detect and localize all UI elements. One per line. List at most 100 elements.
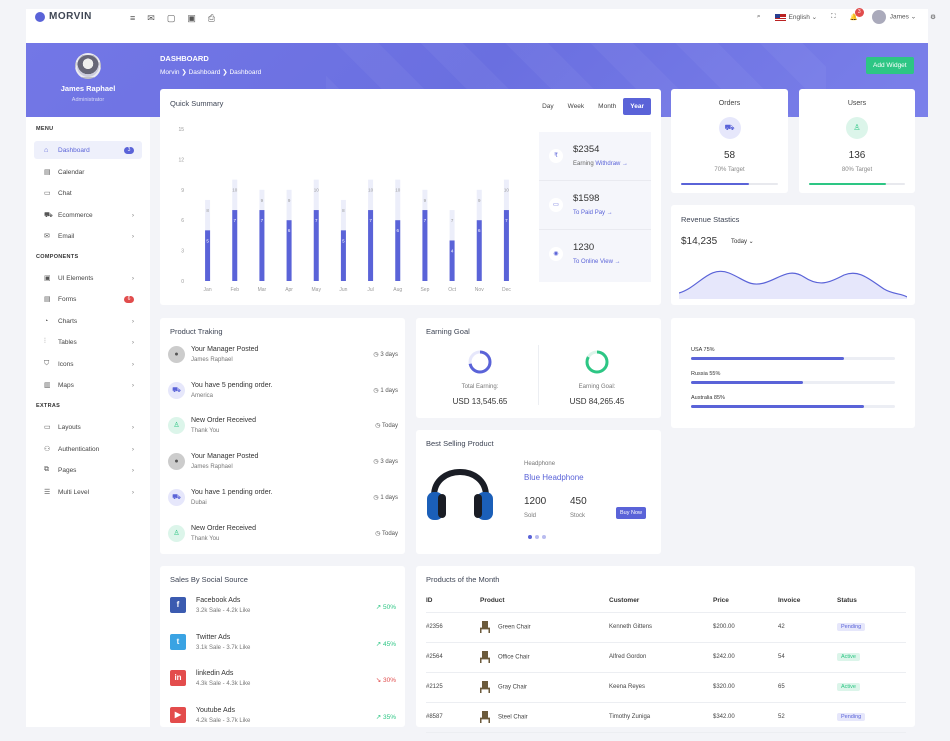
column-header[interactable]: Status bbox=[837, 590, 906, 613]
bar-value-label: 9 bbox=[478, 198, 481, 203]
headphone-image bbox=[427, 469, 493, 520]
users-card: Users ♙ 136 80% Target bbox=[799, 89, 915, 193]
social-item[interactable]: ▶ Youtube Ads 4.2k Sale - 3.7k Like ↗ 35% bbox=[170, 706, 396, 741]
calendar-icon[interactable]: ▣ bbox=[187, 13, 196, 23]
settings-icon[interactable]: ⚙ bbox=[930, 14, 936, 21]
print-icon[interactable]: ⎙ bbox=[207, 13, 216, 23]
bar-value-label: 7 bbox=[369, 218, 372, 223]
sidebar-item-chat[interactable]: ▭ Chat bbox=[44, 189, 72, 198]
table-row[interactable]: #2356 Green Chair Kenneth Gittens $200.00 42… bbox=[426, 612, 906, 643]
tracking-item[interactable]: ● Your Manager Posted James Raphael ◷ 3 day… bbox=[168, 453, 398, 489]
x-tick-label: Apr bbox=[285, 287, 293, 293]
calendar-icon: ▤ bbox=[44, 169, 51, 176]
table-row[interactable]: #2125 Gray Chair Keena Reyes $320.00 65 Activ… bbox=[426, 672, 906, 703]
menu-icon[interactable]: ≡ bbox=[130, 13, 136, 23]
breadcrumb-item[interactable]: Dashboard bbox=[188, 69, 221, 76]
card-icon: ▭ bbox=[549, 198, 563, 212]
social-item[interactable]: t Twitter Ads 3.1k Sale - 3.7k Like ↗ 45% bbox=[170, 633, 396, 668]
table-row[interactable]: #8587 Steel Chair Timothy Zuniga $342.00 52 P… bbox=[426, 702, 906, 733]
tracking-item[interactable]: ● Your Manager Posted James Raphael ◷ 3 day… bbox=[168, 346, 398, 382]
x-tick-label: Nov bbox=[475, 287, 484, 293]
chat-icon[interactable]: ▢ bbox=[166, 13, 176, 23]
view-link[interactable]: View bbox=[600, 259, 613, 265]
bar-value-label: 9 bbox=[288, 198, 291, 203]
table-row[interactable]: #2564 Office Chair Alfred Gordon $242.00 54 A… bbox=[426, 642, 906, 673]
tracking-item[interactable]: ⛟ You have 5 pending order. America ◷ 1 day… bbox=[168, 381, 398, 418]
period-dropdown[interactable]: Today ⌄ bbox=[731, 239, 754, 245]
chevron-right-icon: › bbox=[131, 466, 134, 474]
column-header[interactable]: Price bbox=[713, 590, 778, 613]
bell-icon[interactable]: 🔔 3 bbox=[850, 8, 864, 21]
brand-logo[interactable]: MORVIN bbox=[35, 11, 92, 22]
add-widget-button[interactable]: Add Widget bbox=[866, 57, 914, 74]
cell-price: $320.00 bbox=[713, 672, 778, 703]
column-header[interactable]: Invoice bbox=[778, 590, 837, 613]
chair-icon bbox=[480, 711, 490, 723]
page-title: DASHBOARD bbox=[160, 54, 209, 63]
sidebar-item-tables[interactable]: ⫶ Tables › bbox=[44, 338, 134, 346]
bar-value-label: 5 bbox=[342, 238, 345, 243]
tracking-subtitle: Dubai bbox=[191, 499, 207, 506]
search-icon[interactable]: ⌕ bbox=[756, 13, 761, 20]
social-item[interactable]: in linkedin Ads 4.3k Sale - 4.3k Like ↘ 30% bbox=[170, 670, 396, 704]
sidebar-item-ecommerce[interactable]: ⛟ Ecommerce › bbox=[44, 211, 134, 219]
sidebar-item-layouts[interactable]: ▭ Layouts › bbox=[44, 423, 134, 432]
x-tick-label: Oct bbox=[448, 287, 456, 293]
sidebar-item-icons[interactable]: ⛉ Icons › bbox=[44, 360, 134, 368]
status-badge: Pending bbox=[837, 623, 866, 631]
chevron-right-icon: › bbox=[131, 211, 134, 219]
tab-month[interactable]: Month bbox=[598, 103, 617, 110]
breadcrumb-item[interactable]: Morvin bbox=[160, 69, 180, 76]
carousel-dot[interactable] bbox=[535, 535, 539, 539]
users-progress bbox=[809, 183, 905, 185]
user-menu[interactable]: James ⌄ bbox=[871, 10, 916, 24]
section-extras: EXTRAS bbox=[36, 403, 61, 409]
sidebar-item-maps[interactable]: ▥ Maps › bbox=[44, 381, 134, 390]
tracking-item[interactable]: ⛟ You have 1 pending order. Dubai ◷ 1 days bbox=[168, 488, 398, 525]
sidebar-item-pages[interactable]: ⧉ Pages › bbox=[44, 466, 134, 474]
carousel-dot[interactable] bbox=[528, 535, 532, 539]
pay-link[interactable]: Pay bbox=[594, 210, 606, 216]
withdraw-link[interactable]: Withdraw bbox=[595, 161, 621, 167]
sidebar-item-dashboard[interactable]: ⌂ Dashboard 3 bbox=[34, 141, 142, 159]
sidebar-item-ui-elements[interactable]: ▣ UI Elements › bbox=[44, 274, 134, 283]
cell-status: Pending bbox=[837, 612, 906, 643]
bar bbox=[449, 240, 455, 281]
mail-icon[interactable]: ✉ bbox=[147, 13, 155, 23]
clock-icon: ◷ bbox=[373, 387, 381, 394]
sidebar-item-forms[interactable]: ▤ Forms 6 bbox=[34, 290, 142, 308]
fullscreen-icon[interactable]: ⛶ bbox=[831, 13, 836, 20]
tracking-item[interactable]: ♙ New Order Received Thank You ◷ Today bbox=[168, 417, 398, 453]
product-name-link[interactable]: Blue Headphone bbox=[524, 473, 584, 482]
column-header[interactable]: ID bbox=[426, 590, 480, 613]
sidebar-item-charts[interactable]: ◔ Charts › bbox=[44, 317, 134, 325]
card-title: Earning Goal bbox=[426, 327, 470, 336]
buy-now-button[interactable]: Buy Now bbox=[616, 507, 647, 519]
sidebar-item-authentication[interactable]: ⚇ Authentication › bbox=[44, 445, 134, 454]
arrow-up-icon: ↗ bbox=[375, 604, 383, 611]
x-tick-label: Feb bbox=[230, 287, 239, 293]
carousel-dot[interactable] bbox=[542, 535, 546, 539]
cell-invoice: 52 bbox=[778, 702, 837, 733]
tab-year[interactable]: Year bbox=[623, 98, 651, 115]
column-header[interactable]: Product bbox=[480, 590, 609, 613]
cell-product: Steel Chair bbox=[480, 702, 609, 733]
tab-week[interactable]: Week bbox=[567, 103, 585, 110]
toolbar-icons: ≡ ✉ ▢ ▣ ⎙ bbox=[130, 13, 215, 24]
stat-to-paid: ▭ $1598 To Paid Pay → bbox=[539, 181, 651, 230]
layout-icon: ▭ bbox=[44, 424, 51, 431]
column-header[interactable]: Customer bbox=[609, 590, 713, 613]
profile-avatar[interactable] bbox=[75, 53, 101, 79]
sidebar-item-multi-level[interactable]: ☰ Multi Level › bbox=[44, 488, 134, 497]
tab-day[interactable]: Day bbox=[542, 103, 554, 110]
tracking-item[interactable]: ♙ New Order Received Thank You ◷ Today bbox=[168, 524, 398, 561]
sidebar-item-calendar[interactable]: ▤ Calendar bbox=[44, 168, 85, 177]
sidebar-item-email[interactable]: ✉ Email › bbox=[44, 232, 134, 241]
x-tick-label: Aug bbox=[393, 287, 402, 293]
orders-card: Orders ⛟ 58 70% Target bbox=[671, 89, 788, 193]
avatar-icon: ● bbox=[168, 346, 185, 363]
earning-goal-value: USD 84,265.45 bbox=[569, 397, 625, 406]
language-selector[interactable]: English ⌄ bbox=[774, 13, 817, 21]
social-item[interactable]: f Facebook Ads 3.2k Sale - 4.2k Like ↗ 50% bbox=[170, 597, 396, 631]
chevron-right-icon: › bbox=[131, 381, 134, 389]
